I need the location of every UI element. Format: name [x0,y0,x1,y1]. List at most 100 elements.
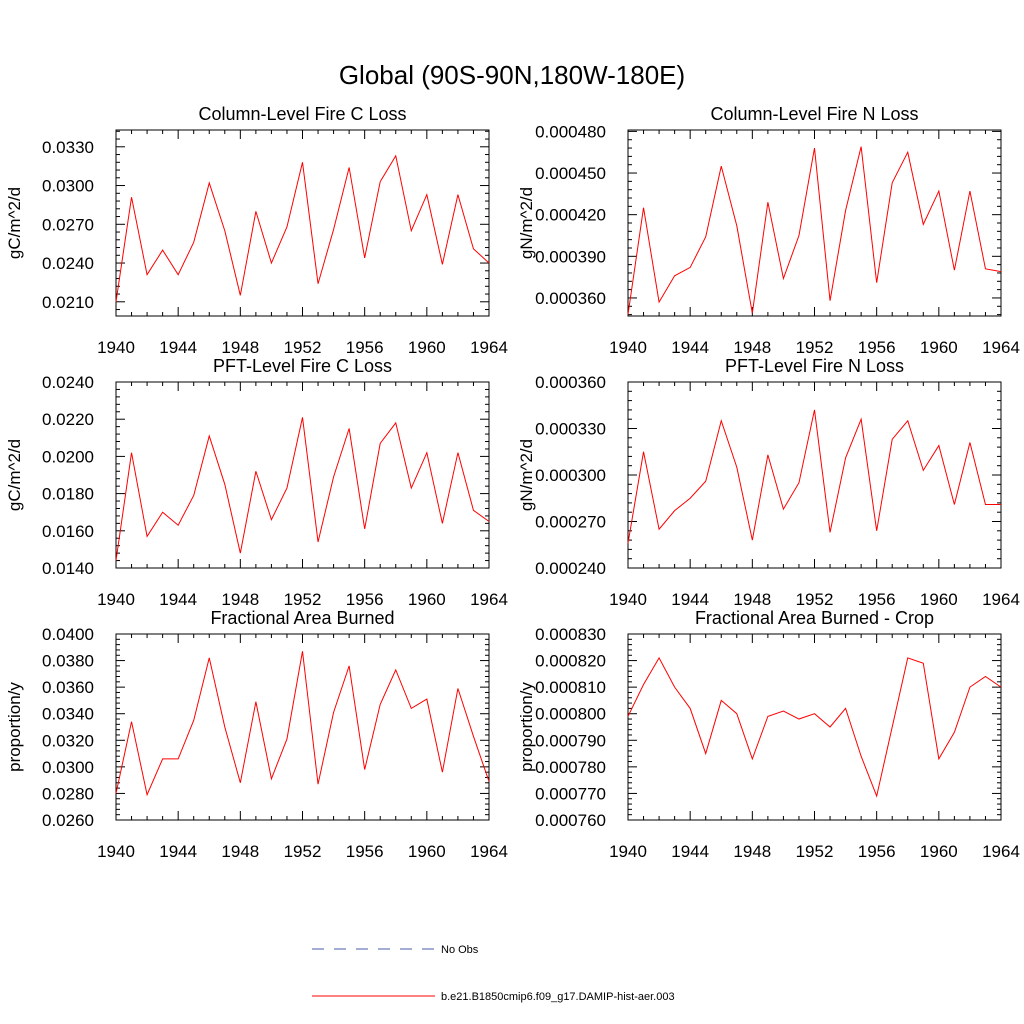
panel-title: PFT-Level Fire N Loss [725,356,904,376]
legend-label: b.e21.B1850cmip6.f09_g17.DAMIP-hist-aer.… [441,991,675,1003]
y-tick-label: 0.000270 [535,513,606,532]
x-tick-label: 1940 [97,590,135,609]
chart-panel-1: Column-Level Fire C Loss gC/m^2/d 1940 1944… [5,104,508,357]
x-tick-label: 1960 [920,338,958,357]
x-tick-label: 1948 [221,842,259,861]
x-tick-label: 1952 [796,338,834,357]
panel-title: Fractional Area Burned - Crop [695,608,934,628]
y-tick-label: 0.0210 [42,293,94,312]
y-axis-label: proportion/y [5,682,24,772]
y-tick-label: 0.000330 [535,420,606,439]
y-tick-label: 0.0280 [42,784,94,803]
y-tick-label: 0.0330 [42,138,94,157]
chart-panel-2: Column-Level Fire N Loss gN/m^2/d 1940 1944… [517,104,1020,357]
y-tick-label: 0.0220 [42,410,94,429]
x-tick-label: 1956 [346,338,384,357]
x-tick-label: 1956 [346,842,384,861]
x-tick-label: 1940 [609,842,647,861]
x-tick-label: 1964 [470,338,508,357]
chart-panel-5: Fractional Area Burned proportion/y 1940 19… [5,608,508,861]
x-tick-label: 1940 [97,338,135,357]
x-tick-label: 1948 [221,590,259,609]
x-tick-label: 1960 [920,842,958,861]
y-tick-label: 0.000780 [535,758,606,777]
y-tick-label: 0.0320 [42,731,94,750]
series-line [627,656,1002,798]
x-tick-label: 1960 [408,842,446,861]
y-tick-label: 0.0400 [42,625,94,644]
x-tick-label: 1948 [221,338,259,357]
y-tick-label: 0.0300 [42,758,94,777]
x-tick-label: 1964 [470,590,508,609]
chart-panel-4: PFT-Level Fire N Loss gN/m^2/d 1940 1944 194… [517,356,1020,609]
series-line [115,651,490,797]
x-tick-label: 1956 [858,590,896,609]
y-tick-label: 0.0340 [42,705,94,724]
x-tick-label: 1940 [609,338,647,357]
y-tick-label: 0.000800 [535,705,606,724]
x-tick-label: 1940 [97,842,135,861]
y-tick-label: 0.000770 [535,784,606,803]
y-tick-label: 0.000360 [535,289,606,308]
chart-panel-3: PFT-Level Fire C Loss gC/m^2/d 1940 1944 194… [5,356,508,609]
y-tick-label: 0.0240 [42,373,94,392]
y-tick-label: 0.0180 [42,485,94,504]
x-tick-label: 1944 [671,590,709,609]
y-axis-label: gC/m^2/d [5,439,24,511]
x-tick-label: 1944 [671,338,709,357]
series-line [115,417,490,561]
y-tick-label: 0.0270 [42,215,94,234]
y-tick-label: 0.000390 [535,247,606,266]
x-tick-label: 1944 [671,842,709,861]
x-tick-label: 1944 [159,590,197,609]
x-tick-label: 1952 [284,338,322,357]
x-tick-label: 1964 [470,842,508,861]
y-tick-label: 0.000240 [535,559,606,578]
y-tick-label: 0.000820 [535,652,606,671]
y-tick-label: 0.000790 [535,731,606,750]
y-tick-label: 0.0300 [42,177,94,196]
y-tick-label: 0.0380 [42,652,94,671]
chart-panel-6: Fractional Area Burned - Crop proportion/… [517,608,1020,861]
y-tick-label: 0.000300 [535,466,606,485]
y-axis-label: proportion/y [517,682,536,772]
legend-label: No Obs [441,944,479,956]
panels-group: Column-Level Fire C Loss gC/m^2/d 1940 1944… [5,104,1020,861]
x-tick-label: 1940 [609,590,647,609]
x-tick-label: 1952 [284,842,322,861]
y-tick-label: 0.000480 [535,122,606,141]
y-tick-label: 0.0360 [42,678,94,697]
x-tick-label: 1964 [982,338,1020,357]
series-line [627,146,1002,315]
x-tick-label: 1944 [159,842,197,861]
x-tick-label: 1952 [796,842,834,861]
legend: No Obs b.e21.B1850cmip6.f09_g17.DAMIP-his… [312,944,675,1003]
panel-title: Fractional Area Burned [210,608,394,628]
x-tick-label: 1948 [733,842,771,861]
x-tick-label: 1948 [733,338,771,357]
x-tick-label: 1944 [159,338,197,357]
x-tick-label: 1956 [858,842,896,861]
x-tick-label: 1964 [982,590,1020,609]
x-tick-label: 1960 [920,590,958,609]
x-tick-label: 1964 [982,842,1020,861]
y-tick-label: 0.0240 [42,254,94,273]
y-axis-label: gN/m^2/d [517,187,536,259]
x-tick-label: 1960 [408,338,446,357]
y-tick-label: 0.0200 [42,447,94,466]
series-line [115,154,490,302]
panel-title: Column-Level Fire N Loss [710,104,918,124]
x-tick-label: 1960 [408,590,446,609]
y-tick-label: 0.000450 [535,164,606,183]
x-tick-label: 1952 [796,590,834,609]
panel-title: PFT-Level Fire C Loss [213,356,392,376]
y-axis-label: gN/m^2/d [517,439,536,511]
y-tick-label: 0.0140 [42,559,94,578]
y-axis-label: gC/m^2/d [5,187,24,259]
x-tick-label: 1956 [858,338,896,357]
y-tick-label: 0.0260 [42,811,94,830]
plot-frame [627,633,1002,821]
y-tick-label: 0.000810 [535,678,606,697]
y-tick-label: 0.000360 [535,373,606,392]
